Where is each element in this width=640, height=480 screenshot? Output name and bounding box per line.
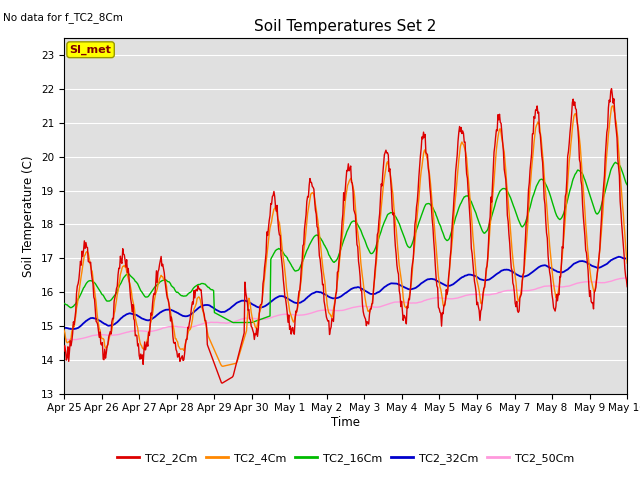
Legend: TC2_2Cm, TC2_4Cm, TC2_16Cm, TC2_32Cm, TC2_50Cm: TC2_2Cm, TC2_4Cm, TC2_16Cm, TC2_32Cm, TC… [113, 449, 579, 468]
TC2_2Cm [623, 284, 631, 289]
Line: TC2_50Cm: TC2_50Cm [64, 278, 627, 340]
Line: TC2_16Cm: TC2_16Cm [64, 162, 627, 323]
TC2_32Cm [615, 254, 623, 260]
TC2_32Cm [216, 309, 224, 314]
Title: Soil Temperatures Set 2: Soil Temperatures Set 2 [255, 20, 436, 35]
TC2_16Cm [70, 302, 78, 308]
TC2_50Cm [60, 336, 68, 342]
TC2_32Cm [60, 325, 68, 331]
TC2_16Cm [623, 182, 631, 188]
TC2_50Cm [186, 324, 194, 330]
Text: SI_met: SI_met [70, 45, 111, 55]
TC2_50Cm [623, 275, 631, 281]
TC2_2Cm [608, 86, 616, 92]
TC2_50Cm [431, 295, 439, 301]
TC2_2Cm [60, 348, 68, 354]
TC2_2Cm [215, 373, 223, 379]
TC2_4Cm [186, 327, 193, 333]
Y-axis label: Soil Temperature (C): Soil Temperature (C) [22, 155, 35, 277]
TC2_16Cm [229, 320, 237, 325]
TC2_2Cm [415, 174, 422, 180]
TC2_16Cm [215, 312, 223, 318]
TC2_50Cm [71, 337, 79, 343]
TC2_4Cm [70, 324, 78, 330]
TC2_16Cm [431, 210, 439, 216]
TC2_32Cm [71, 326, 79, 332]
TC2_4Cm [431, 235, 439, 241]
TC2_32Cm [623, 255, 631, 261]
Text: No data for f_TC2_8Cm: No data for f_TC2_8Cm [3, 12, 123, 23]
TC2_2Cm [218, 380, 226, 386]
Line: TC2_2Cm: TC2_2Cm [64, 89, 627, 383]
TC2_2Cm [186, 320, 193, 326]
Line: TC2_4Cm: TC2_4Cm [64, 106, 627, 366]
TC2_16Cm [128, 275, 136, 280]
TC2_4Cm [215, 358, 223, 363]
TC2_2Cm [70, 322, 78, 327]
TC2_2Cm [128, 309, 136, 314]
TC2_4Cm [219, 363, 227, 369]
TC2_2Cm [431, 263, 439, 268]
TC2_50Cm [216, 320, 224, 325]
TC2_16Cm [612, 159, 620, 165]
TC2_32Cm [129, 311, 137, 317]
TC2_32Cm [186, 312, 194, 318]
TC2_50Cm [621, 275, 628, 281]
Line: TC2_32Cm: TC2_32Cm [64, 257, 627, 329]
X-axis label: Time: Time [331, 416, 360, 429]
TC2_32Cm [68, 326, 76, 332]
TC2_50Cm [129, 328, 137, 334]
TC2_4Cm [609, 103, 617, 108]
TC2_16Cm [60, 300, 68, 306]
TC2_4Cm [623, 260, 631, 266]
TC2_50Cm [70, 337, 78, 343]
TC2_4Cm [128, 295, 136, 301]
TC2_16Cm [415, 220, 422, 226]
TC2_16Cm [186, 290, 193, 296]
TC2_4Cm [60, 327, 68, 333]
TC2_32Cm [431, 277, 439, 283]
TC2_32Cm [415, 283, 422, 288]
TC2_4Cm [415, 196, 422, 202]
TC2_50Cm [415, 300, 422, 305]
